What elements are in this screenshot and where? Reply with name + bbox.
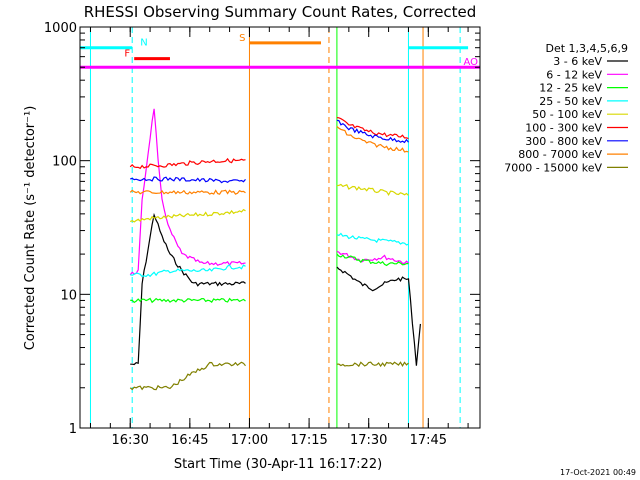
series-line [129, 157, 246, 170]
legend-entry-label: 12 - 25 keV [539, 82, 602, 95]
flag-label: S [239, 33, 245, 44]
series-line [129, 361, 246, 391]
series-line [336, 119, 409, 144]
flag-bars: N S F AO [80, 33, 480, 69]
series-line [129, 189, 246, 195]
x-tick-label: 17:00 [231, 433, 268, 448]
plot-area [89, 27, 461, 428]
x-axis-label: Start Time (30-Apr-11 16:17:22) [174, 457, 382, 472]
series-line [336, 361, 409, 368]
x-tick-label: 16:45 [171, 433, 208, 448]
plot-frame [79, 26, 481, 429]
flag-label: AO [463, 57, 478, 68]
series-line [336, 266, 421, 366]
series-line [336, 253, 409, 267]
series-line [130, 176, 246, 184]
footer-date: 17-Oct-2021 00:49 [560, 468, 636, 477]
flag-label: N [140, 38, 147, 49]
series-line [129, 108, 246, 276]
series-line [336, 232, 409, 246]
series-line [336, 117, 409, 140]
y-axis-label: Corrected Count Rate (s⁻¹ detector⁻¹) [23, 106, 38, 351]
chart-title: RHESSI Observing Summary Count Rates, Co… [84, 3, 477, 21]
legend-entry-label: 7000 - 15000 keV [504, 161, 602, 174]
legend-entry-label: 25 - 50 keV [539, 95, 602, 108]
y-tick-label: 1000 [44, 21, 77, 36]
series-line [336, 126, 409, 153]
legend-entry-label: 6 - 12 keV [546, 68, 602, 81]
flag-label: F [124, 49, 130, 60]
legend-entry-label: 50 - 100 keV [532, 108, 602, 121]
x-tick-label: 17:30 [350, 433, 387, 448]
y-tick-label: 10 [60, 288, 77, 303]
y-tick-label: 1 [69, 422, 77, 437]
legend-entry-label: 3 - 6 keV [553, 55, 602, 68]
detectors-label: Det 1,3,4,5,6,9 [545, 42, 628, 55]
series-line [129, 208, 246, 223]
legend-entry-label: 100 - 300 keV [525, 122, 602, 135]
series-line [336, 183, 409, 196]
x-tick-label: 17:45 [410, 433, 447, 448]
x-tick-label: 16:30 [111, 433, 148, 448]
legend-entry-label: 300 - 800 keV [525, 135, 602, 148]
x-tick-label: 17:15 [290, 433, 327, 448]
y-tick-label: 100 [52, 155, 77, 170]
series-line [130, 264, 246, 278]
series-line [130, 297, 246, 304]
axes: 1 10 100 1000 16:30 16:45 17:00 17:15 17:30 17:45 [44, 21, 481, 448]
legend-entry-label: 800 - 7000 keV [518, 148, 602, 161]
series-line [130, 212, 246, 366]
